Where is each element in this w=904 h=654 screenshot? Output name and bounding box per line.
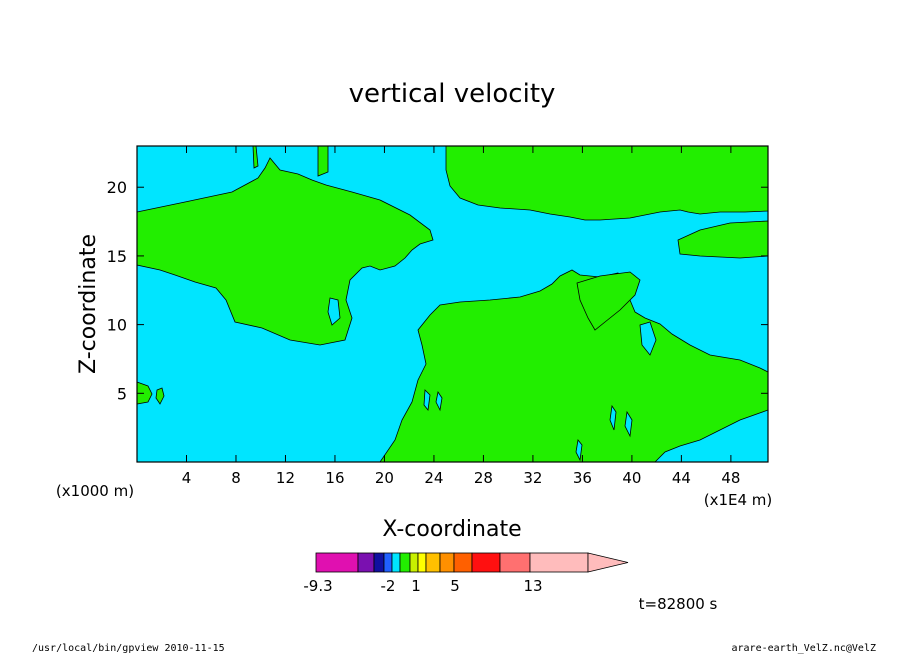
x-tick-label: 36: [573, 469, 592, 487]
contour-regions: [136, 145, 769, 463]
colorbar-labels: -9.3 -2 1 5 13: [303, 577, 542, 595]
colorbar-tick-label: -9.3: [303, 577, 332, 595]
x-tick-label: 48: [721, 469, 740, 487]
x-tick-label: 32: [523, 469, 542, 487]
contour-hole-3: [575, 439, 583, 462]
contour-region-right-top-island: [576, 271, 641, 331]
x-tick-label: 20: [375, 469, 394, 487]
contour-holes: [327, 297, 657, 462]
y-tick-label: 10: [107, 316, 127, 335]
colorbar-segment: [391, 552, 401, 573]
colorbar-segment: [373, 552, 385, 573]
colorbar-segment: [471, 552, 501, 573]
contour-hole-2: [435, 390, 443, 412]
colorbar-tick-label: -2: [381, 577, 396, 595]
colorbar-tick-label: 5: [450, 577, 460, 595]
x-tick-label: 8: [231, 469, 241, 487]
colorbar-segment: [499, 552, 531, 573]
colorbar-segment: [315, 552, 359, 573]
colorbar-segment: [399, 552, 411, 573]
contour-region-upper-left: [136, 157, 434, 346]
contour-region-small-left: [155, 387, 165, 405]
y-axis-label: Z-coordinate: [76, 234, 101, 374]
y-axis-ticks: 5 10 15 20: [107, 178, 768, 403]
x-tick-label: 12: [276, 469, 295, 487]
footer-right: arare-earth_VelZ.nc@VelZ: [732, 643, 877, 654]
colorbar-segment: [357, 552, 375, 573]
colorbar-tick-label: 1: [411, 577, 421, 595]
colorbar-segment: [417, 552, 427, 573]
x-axis-label: X-coordinate: [382, 517, 521, 542]
contour-hole-7: [327, 297, 341, 326]
colorbar-segment: [409, 552, 419, 573]
colorbar-tick-label: 13: [523, 577, 542, 595]
contour-region-lower-middle: [379, 269, 769, 463]
contour-hole-1: [423, 389, 431, 411]
colorbar-segment: [383, 552, 393, 573]
plot-frame: [136, 145, 769, 463]
colorbar-segment: [439, 552, 455, 573]
contour-region-plume-13: [317, 145, 329, 177]
y-tick-label: 15: [107, 247, 127, 266]
x-tick-label: 44: [672, 469, 691, 487]
footer-left: /usr/local/bin/gpview 2010-11-15: [32, 643, 225, 654]
contour-hole-5: [624, 410, 633, 438]
y-tick-label: 20: [107, 178, 127, 197]
contour-region-upper-right: [445, 145, 769, 221]
colorbar-segment: [529, 552, 589, 573]
y-scale-note: (x1000 m): [56, 482, 134, 500]
x-tick-label: 28: [474, 469, 493, 487]
chart-title: vertical velocity: [349, 79, 556, 109]
y-tick-label: 5: [117, 384, 127, 403]
x-tick-label: 4: [182, 469, 192, 487]
time-label: t=82800 s: [639, 595, 718, 613]
x-axis-ticks: 4 8 12 16 20 24 28 32 36 40 44 48: [182, 146, 740, 487]
colorbar-extend-arrow: [587, 552, 629, 573]
colorbar: [315, 552, 629, 573]
contour-hole-4: [609, 404, 617, 431]
x-tick-label: 24: [424, 469, 443, 487]
colorbar-segment: [453, 552, 473, 573]
contour-hole-6: [639, 321, 657, 356]
x-tick-label: 40: [622, 469, 641, 487]
x-scale-note: (x1E4 m): [704, 491, 773, 509]
x-tick-label: 16: [325, 469, 344, 487]
colorbar-segment: [425, 552, 441, 573]
